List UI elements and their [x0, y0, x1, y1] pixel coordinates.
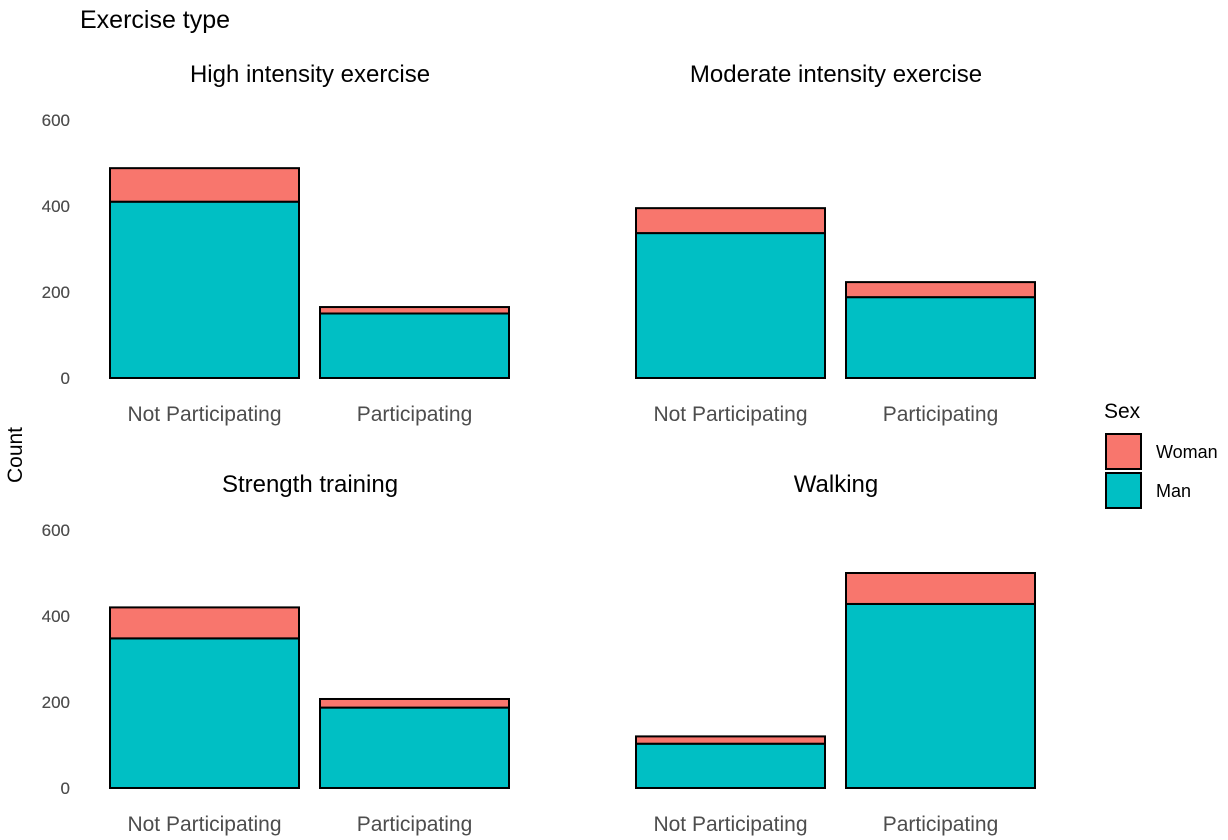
x-tick-label: Participating: [357, 403, 473, 426]
bar-woman-participating: [319, 697, 510, 709]
legend-label-woman: Woman: [1156, 442, 1218, 462]
panels: High intensity exercise 0 200 400 600 Not Par…: [42, 61, 1036, 836]
x-tick-label: Participating: [883, 403, 999, 426]
y-tick-label: 200: [42, 283, 70, 302]
bar-man-participating: [319, 706, 510, 790]
bar-man-not-participating: [109, 637, 300, 789]
bar-man-not-participating: [635, 232, 826, 379]
bar-man-participating: [319, 312, 510, 379]
bar-man-not-participating: [109, 200, 300, 379]
bar-woman-not-participating: [635, 207, 826, 235]
y-tick-label: 400: [42, 607, 70, 626]
panel-title: Moderate intensity exercise: [690, 61, 982, 88]
y-tick-label: 200: [42, 693, 70, 712]
y-axis-label: Count: [4, 427, 27, 483]
y-tick-label: 0: [61, 779, 70, 798]
y-tick-label: 200: [42, 693, 70, 712]
y-tick-label: 0: [61, 369, 70, 388]
bar-woman-not-participating: [109, 167, 300, 203]
legend-key-woman: [1105, 433, 1142, 470]
chart-title: Exercise type: [80, 6, 230, 34]
y-tick-label: 600: [42, 521, 70, 540]
bar-woman-participating: [845, 572, 1036, 605]
x-tick-label: Not Participating: [653, 813, 807, 836]
y-tick-label: 0: [61, 779, 70, 798]
panel-title: Strength training: [222, 471, 398, 498]
x-tick-label: Participating: [357, 813, 473, 836]
legend-label-man: Man: [1156, 481, 1191, 501]
y-tick-label: 400: [42, 197, 70, 216]
panel-title: Walking: [794, 471, 878, 498]
y-tick-label: 400: [42, 607, 70, 626]
bar-woman-not-participating: [635, 735, 826, 745]
legend-key-man: [1105, 472, 1142, 509]
y-tick-label: 0: [61, 369, 70, 388]
legend-title: Sex: [1104, 400, 1141, 423]
legend: Sex Woman Man: [1104, 400, 1218, 509]
bar-man-not-participating: [635, 742, 826, 790]
x-tick-label: Participating: [883, 813, 999, 836]
y-tick-label: 600: [42, 111, 70, 130]
panel-walking: Walking 0 200 400 600 Not Participating Partic…: [42, 471, 1036, 836]
bar-man-participating: [845, 602, 1036, 790]
x-tick-label: Not Participating: [127, 813, 281, 836]
y-tick-label: 200: [42, 283, 70, 302]
y-tick-label: 400: [42, 197, 70, 216]
panel-title: High intensity exercise: [190, 61, 430, 88]
y-tick-label: 600: [42, 111, 70, 130]
y-tick-label: 600: [42, 521, 70, 540]
bar-woman-not-participating: [109, 606, 300, 640]
legend-entries: Woman Man: [1105, 433, 1218, 509]
x-tick-label: Not Participating: [127, 403, 281, 426]
panel-high-intensity-exercise: High intensity exercise 0 200 400 600 Not Par…: [42, 61, 510, 426]
bar-woman-participating: [319, 306, 510, 315]
bar-man-participating: [845, 296, 1036, 379]
bar-woman-participating: [845, 281, 1036, 299]
panel-moderate-intensity-exercise: Moderate intensity exercise 0 200 400 600 Not…: [42, 61, 1036, 426]
panel-strength-training: Strength training 0 200 400 600 Not Participa…: [42, 471, 510, 836]
x-tick-label: Not Participating: [653, 403, 807, 426]
